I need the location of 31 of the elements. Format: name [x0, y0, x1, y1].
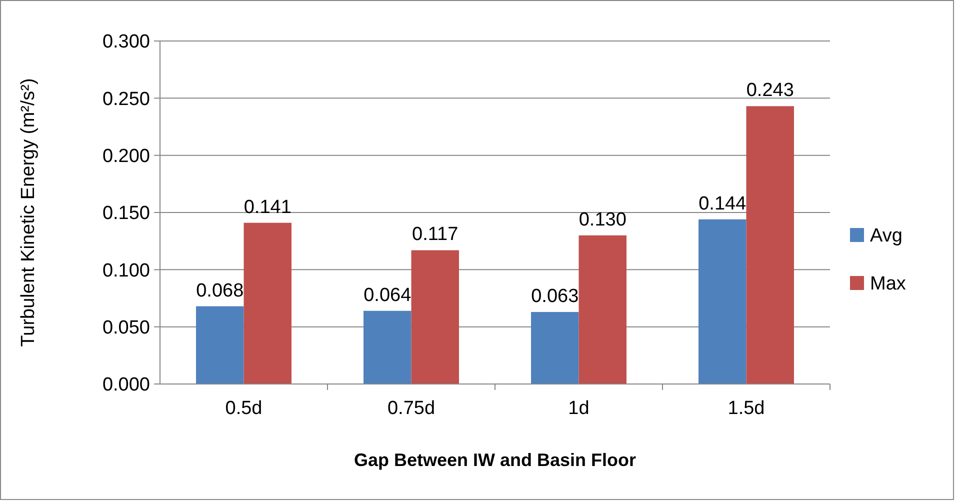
y-tick-label: 0.300: [102, 32, 150, 53]
bar: [411, 250, 459, 384]
data-label: 0.068: [196, 280, 244, 302]
y-axis-title: Turbulent Kinetic Energy (m²/s²): [18, 78, 39, 347]
data-label: 0.064: [364, 284, 412, 306]
y-tick-label: 0.250: [102, 88, 150, 110]
y-tick-label: 0.000: [102, 374, 150, 396]
data-label: 0.141: [244, 196, 292, 218]
y-tick-label: 0.050: [102, 317, 150, 338]
x-axis-title: Gap Between IW and Basin Floor: [354, 450, 636, 470]
bar: [746, 106, 794, 384]
data-label: 0.063: [531, 286, 579, 307]
data-label: 0.130: [578, 209, 626, 230]
data-label: 0.144: [698, 193, 747, 214]
bar: [578, 235, 626, 384]
bar: [196, 306, 244, 384]
y-tick-label: 0.100: [102, 260, 150, 282]
bar: [531, 312, 579, 384]
bar: [244, 222, 292, 384]
bar: [698, 219, 746, 384]
legend-label: Max: [870, 274, 906, 295]
bar: [364, 310, 412, 384]
y-tick-label: 0.200: [102, 146, 150, 167]
x-tick-label: 0.75d: [387, 398, 436, 419]
data-label: 0.243: [746, 80, 794, 102]
x-tick-label: 1.5d: [728, 398, 765, 419]
y-tick-label: 0.150: [102, 203, 150, 224]
x-tick-label: 0.5d: [225, 398, 262, 419]
data-label: 0.117: [412, 224, 458, 246]
x-tick-label: 1d: [568, 398, 590, 419]
legend-label: Avg: [870, 226, 902, 247]
